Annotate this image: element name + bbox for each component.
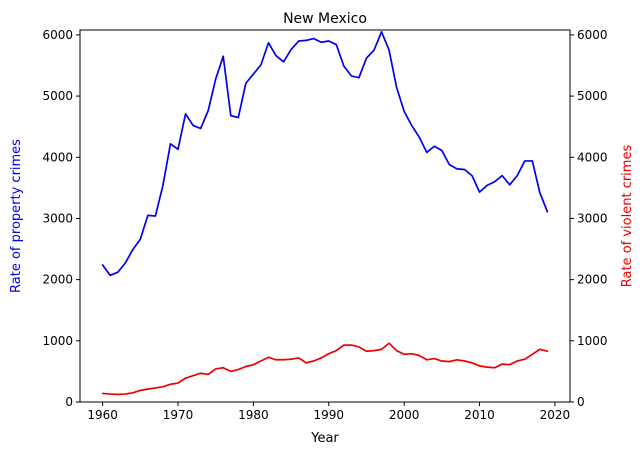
x-tick-label: 2000 (389, 408, 420, 422)
left-y-axis-label: Rate of property crimes (9, 139, 24, 293)
right-y-axis: 0 1000 2000 3000 4000 5000 6000 (570, 28, 608, 409)
violent-crime-line (101, 342, 549, 396)
left-y-tick-label: 5000 (42, 89, 73, 103)
chart-title: New Mexico (283, 11, 367, 27)
x-tick-label: 1990 (313, 408, 344, 422)
series-lines (101, 30, 549, 396)
left-y-tick-label: 2000 (42, 273, 73, 287)
left-y-tick-label: 3000 (42, 211, 73, 225)
right-y-tick-label: 5000 (577, 89, 608, 103)
right-y-tick-label: 2000 (577, 273, 608, 287)
x-tick-label: 1980 (238, 408, 269, 422)
right-y-axis-label: Rate of violent crimes (620, 145, 635, 288)
left-y-tick-label: 1000 (42, 334, 73, 348)
right-y-tick-label: 4000 (577, 150, 608, 164)
x-tick-label: 1960 (87, 408, 118, 422)
right-y-tick-label: 3000 (577, 211, 608, 225)
plot-frame (79, 29, 571, 403)
x-axis-label: Year (310, 431, 339, 446)
x-axis: 1960 1970 1980 1990 2000 2010 2020 (87, 402, 570, 422)
plot-area: 1960 1970 1980 1990 2000 2010 2020 0 1000 2000 30… (42, 28, 607, 422)
left-y-tick-label: 0 (65, 395, 73, 409)
left-y-tick-label: 4000 (42, 150, 73, 164)
right-y-tick-label: 1000 (577, 334, 608, 348)
right-y-tick-label: 0 (577, 395, 585, 409)
left-y-axis: 0 1000 2000 3000 4000 5000 6000 (42, 28, 80, 409)
x-tick-label: 2010 (464, 408, 495, 422)
x-tick-label: 2020 (540, 408, 571, 422)
left-y-tick-label: 6000 (42, 28, 73, 42)
right-y-tick-label: 6000 (577, 28, 608, 42)
property-crime-line (101, 30, 549, 277)
x-tick-label: 1970 (163, 408, 194, 422)
